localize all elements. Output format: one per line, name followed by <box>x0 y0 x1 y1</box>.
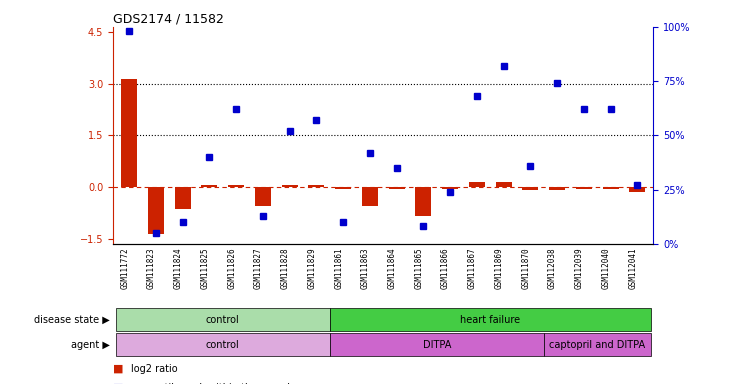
Text: agent ▶: agent ▶ <box>71 339 110 350</box>
Text: GSM111864: GSM111864 <box>388 247 396 289</box>
Bar <box>255 187 271 206</box>
Bar <box>362 187 378 206</box>
Text: disease state ▶: disease state ▶ <box>34 314 110 325</box>
Text: ■: ■ <box>113 364 127 374</box>
Text: GSM112041: GSM112041 <box>629 247 637 289</box>
Text: GSM111825: GSM111825 <box>201 247 210 289</box>
Bar <box>549 187 565 190</box>
Bar <box>522 187 538 190</box>
Bar <box>121 79 137 187</box>
Text: GSM111865: GSM111865 <box>415 247 423 289</box>
Bar <box>544 333 650 356</box>
Bar <box>469 182 485 187</box>
Text: GSM111772: GSM111772 <box>120 247 129 289</box>
Bar <box>388 187 404 189</box>
Text: GSM111867: GSM111867 <box>468 247 477 289</box>
Bar <box>148 187 164 233</box>
Text: GSM111869: GSM111869 <box>495 247 504 289</box>
Bar <box>496 182 512 187</box>
Bar <box>282 185 298 187</box>
Text: GSM112040: GSM112040 <box>602 247 610 289</box>
Text: GSM112039: GSM112039 <box>575 247 584 289</box>
Text: GSM111866: GSM111866 <box>441 247 450 289</box>
Text: GSM111823: GSM111823 <box>147 247 156 289</box>
Bar <box>602 187 618 189</box>
Bar <box>330 308 650 331</box>
Bar <box>201 185 218 187</box>
Bar <box>442 187 458 189</box>
Bar <box>174 187 191 209</box>
Text: GSM111827: GSM111827 <box>254 247 263 289</box>
Text: heart failure: heart failure <box>460 314 520 325</box>
Text: log2 ratio: log2 ratio <box>131 364 178 374</box>
Bar <box>629 187 645 192</box>
Text: GSM111870: GSM111870 <box>521 247 530 289</box>
Text: GSM111863: GSM111863 <box>361 247 370 289</box>
Bar <box>116 308 330 331</box>
Text: GSM111829: GSM111829 <box>307 247 316 289</box>
Text: percentile rank within the sample: percentile rank within the sample <box>131 383 296 384</box>
Text: control: control <box>206 314 239 325</box>
Bar <box>576 187 592 189</box>
Text: GSM112038: GSM112038 <box>548 247 557 289</box>
Bar <box>116 333 330 356</box>
Bar <box>335 187 351 189</box>
Bar <box>415 187 431 216</box>
Bar <box>228 185 245 187</box>
Bar <box>308 185 324 187</box>
Text: GSM111828: GSM111828 <box>280 247 290 289</box>
Bar <box>330 333 544 356</box>
Text: GSM111824: GSM111824 <box>174 247 182 289</box>
Text: DITPA: DITPA <box>423 339 451 350</box>
Text: GDS2174 / 11582: GDS2174 / 11582 <box>113 13 224 26</box>
Text: GSM111861: GSM111861 <box>334 247 343 289</box>
Text: GSM111826: GSM111826 <box>227 247 237 289</box>
Text: ■: ■ <box>113 383 127 384</box>
Text: control: control <box>206 339 239 350</box>
Text: captopril and DITPA: captopril and DITPA <box>549 339 645 350</box>
